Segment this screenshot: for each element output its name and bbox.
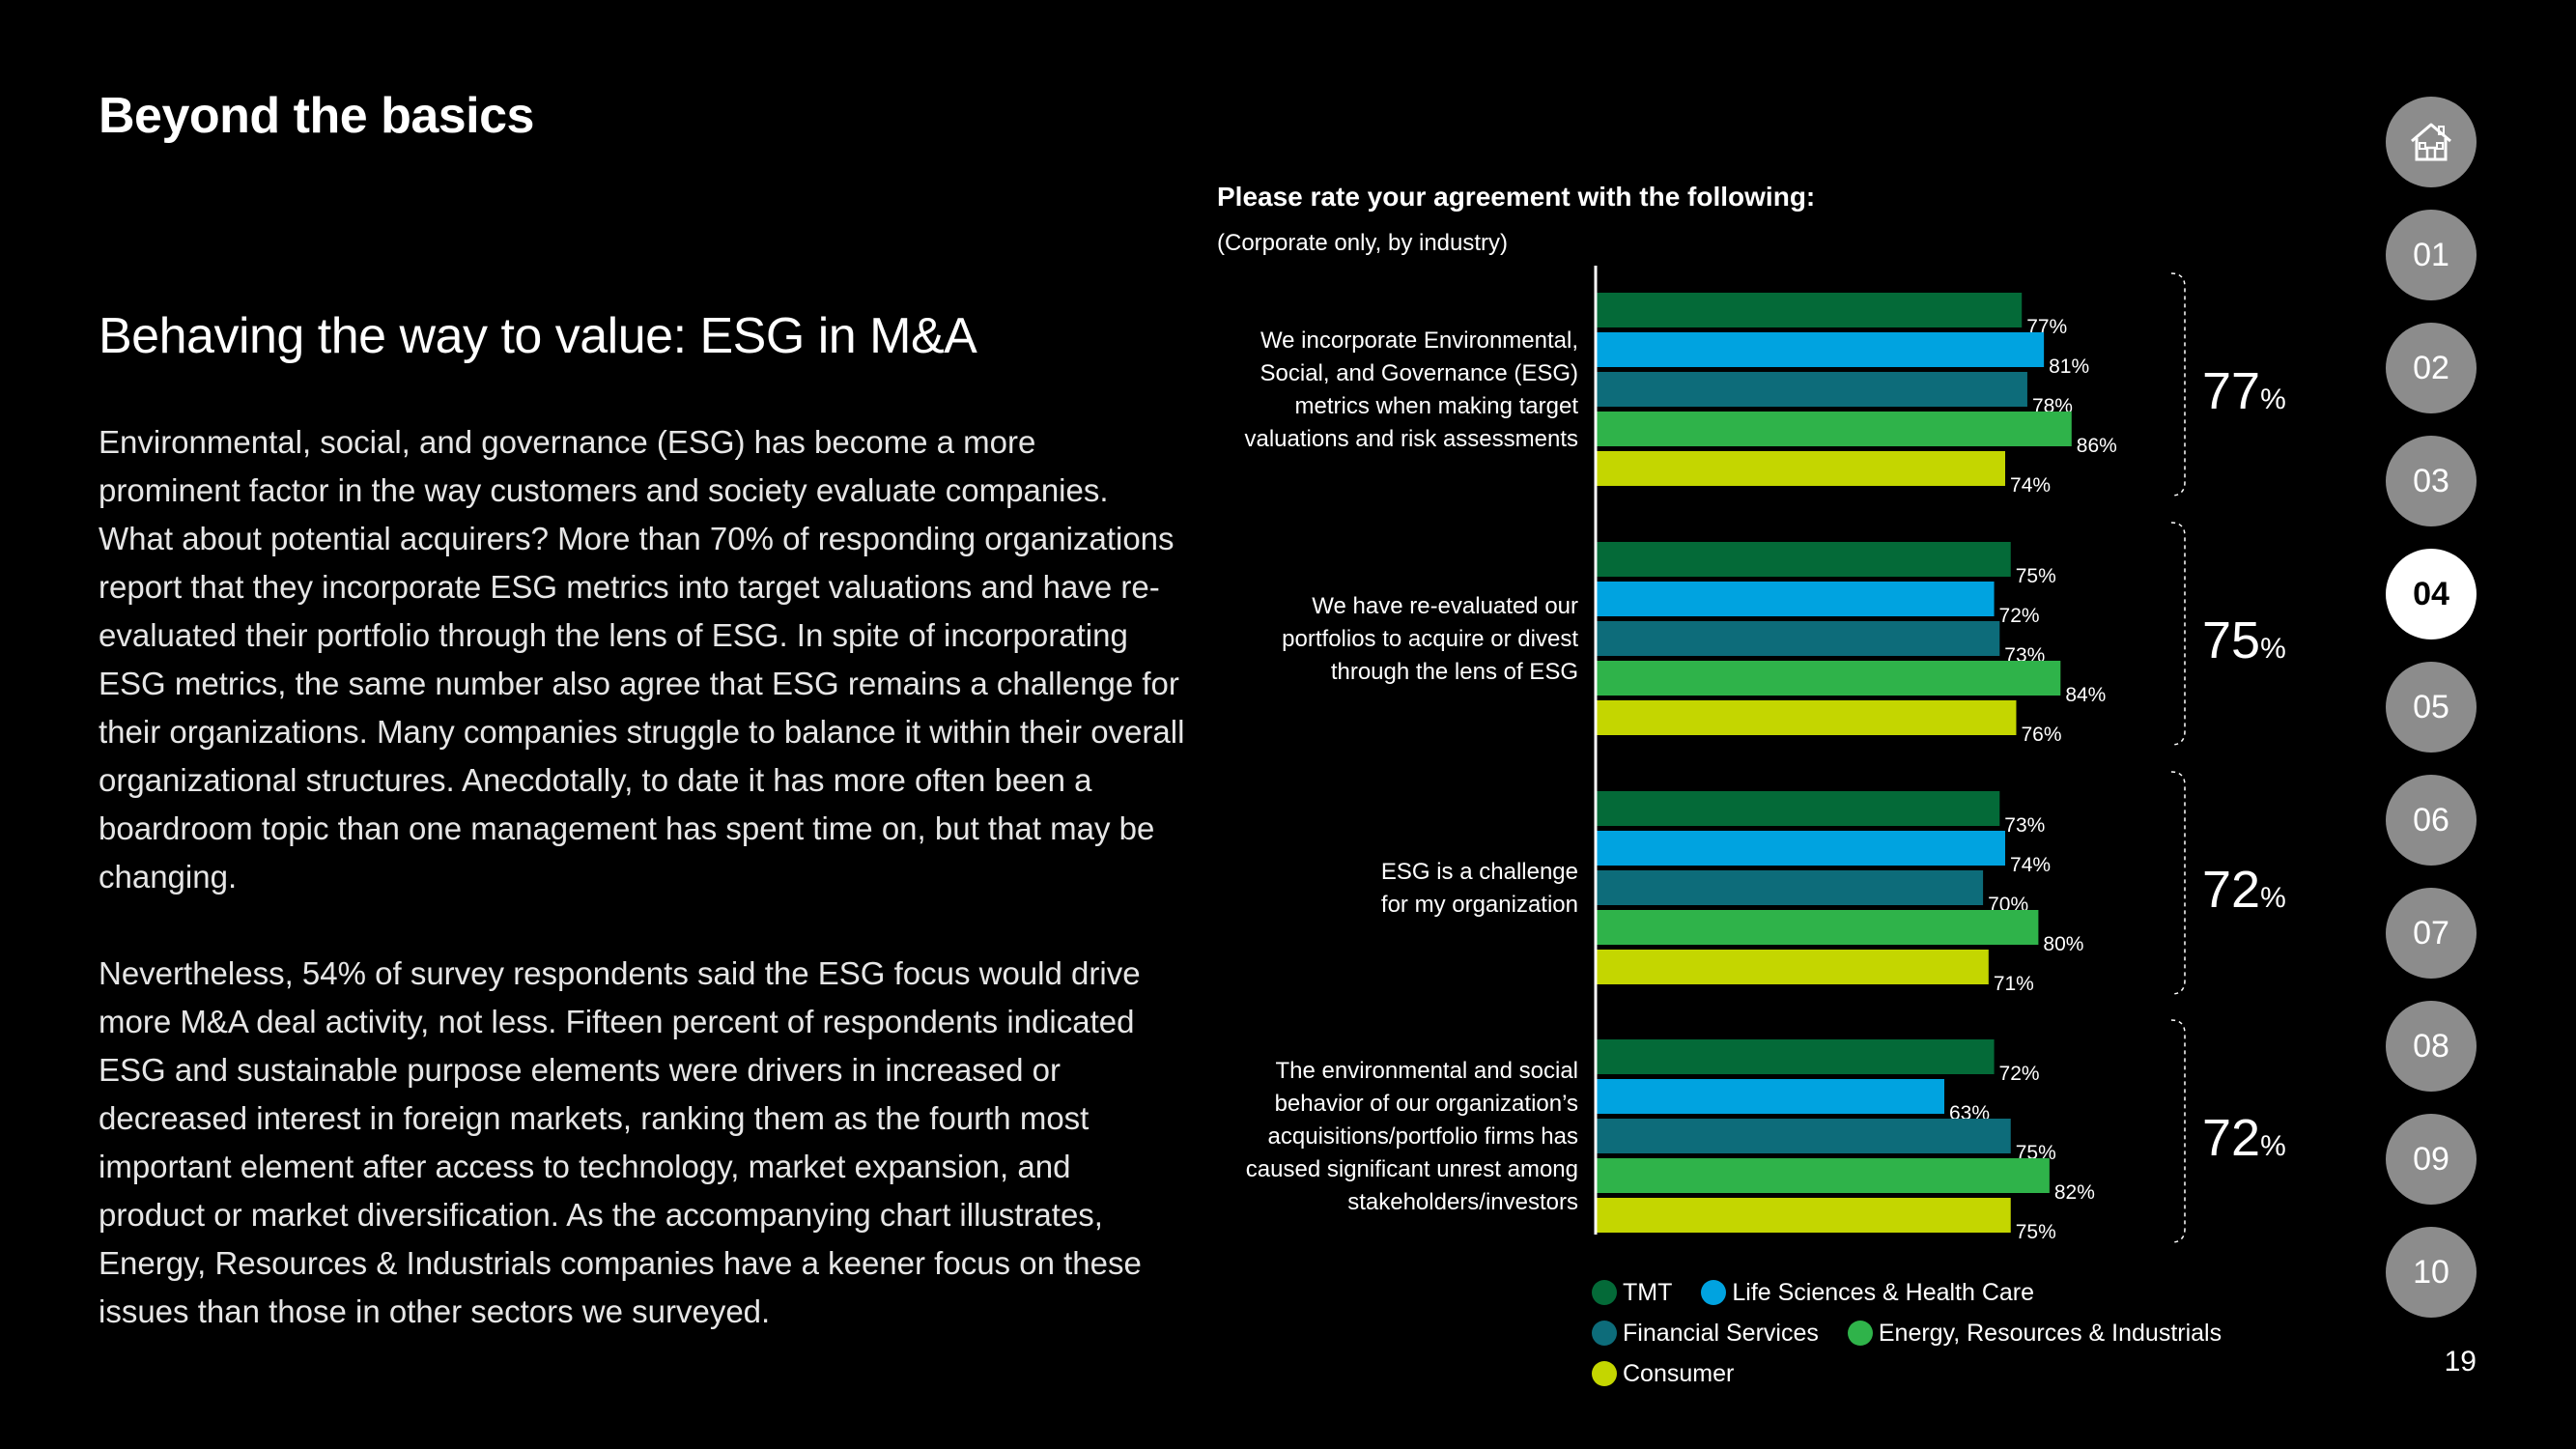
home-icon xyxy=(2411,123,2451,161)
legend-label: Consumer xyxy=(1623,1359,1735,1387)
section-heading: Behaving the way to value: ESG in M&A xyxy=(99,308,977,364)
nav-item-03[interactable]: 03 xyxy=(2386,436,2477,526)
chart-title: Please rate your agreement with the foll… xyxy=(1217,182,1816,212)
group-bracket xyxy=(2170,1019,2186,1243)
data-label: 73% xyxy=(2004,814,2045,837)
page-title: Beyond the basics xyxy=(99,88,534,144)
category-label: ESG is a challenge xyxy=(1381,859,1578,885)
category-label: caused significant unrest among xyxy=(1246,1156,1578,1182)
group-total-label: 77% xyxy=(2202,362,2286,420)
bar xyxy=(1596,910,2039,945)
bar xyxy=(1596,661,2061,696)
legend-dot-icon xyxy=(1592,1321,1617,1346)
bar xyxy=(1596,700,2017,735)
legend-dot-icon xyxy=(1592,1361,1617,1386)
nav-item-02[interactable]: 02 xyxy=(2386,323,2477,413)
bar xyxy=(1596,1158,2050,1193)
data-label: 75% xyxy=(2016,1221,2056,1243)
category-label: We have re-evaluated our xyxy=(1312,593,1578,619)
bar xyxy=(1596,1079,1944,1114)
legend-dot-icon xyxy=(1847,1321,1873,1346)
category-label: We incorporate Environmental, xyxy=(1260,327,1578,354)
chart-legend: TMT Life Sciences & Health Care Financia… xyxy=(1592,1277,2287,1389)
bar xyxy=(1596,791,2000,826)
bar xyxy=(1596,542,2011,577)
nav-item-07[interactable]: 07 xyxy=(2386,888,2477,979)
nav-item-05[interactable]: 05 xyxy=(2386,662,2477,753)
nav-item-04[interactable]: 04 xyxy=(2386,549,2477,639)
category-label: Social, and Governance (ESG) xyxy=(1260,360,1579,386)
bar xyxy=(1596,451,2006,486)
category-label: portfolios to acquire or divest xyxy=(1282,626,1578,652)
data-label: 76% xyxy=(2021,724,2061,746)
legend-item-financial-services: Financial Services xyxy=(1592,1318,1819,1349)
section-nav: 01 02 03 04 05 06 07 08 09 10 xyxy=(2386,97,2477,1340)
category-label: The environmental and social xyxy=(1275,1058,1578,1084)
paragraph-1: Environmental, social, and governance (E… xyxy=(99,424,1185,895)
group-total-label: 72% xyxy=(2202,861,2286,919)
legend-label: Energy, Resources & Industrials xyxy=(1878,1319,2222,1347)
nav-item-10[interactable]: 10 xyxy=(2386,1227,2477,1318)
category-label: through the lens of ESG xyxy=(1331,659,1578,685)
group-total-label: 72% xyxy=(2202,1109,2286,1167)
chart-subtitle: (Corporate only, by industry) xyxy=(1217,230,1509,256)
bar xyxy=(1596,372,2027,407)
data-label: 81% xyxy=(2049,355,2089,378)
data-label: 82% xyxy=(2054,1181,2095,1204)
data-label: 74% xyxy=(2010,854,2051,876)
data-label: 72% xyxy=(1999,1063,2040,1085)
category-label: metrics when making target xyxy=(1295,393,1579,419)
group-total-label: 75% xyxy=(2202,611,2286,669)
nav-item-01[interactable]: 01 xyxy=(2386,210,2477,300)
bar xyxy=(1596,950,1989,984)
data-label: 71% xyxy=(1994,973,2034,995)
category-label: for my organization xyxy=(1381,892,1578,918)
data-label: 75% xyxy=(2016,565,2056,587)
bar xyxy=(1596,831,2006,866)
legend-label: TMT xyxy=(1623,1278,1673,1306)
bar xyxy=(1596,621,2000,656)
data-label: 72% xyxy=(1999,605,2040,627)
group-bracket xyxy=(2170,771,2186,995)
data-label: 86% xyxy=(2077,435,2117,457)
data-label: 80% xyxy=(2043,933,2083,955)
group-bracket xyxy=(2170,522,2186,746)
bar xyxy=(1596,870,1984,905)
legend-item-tmt: TMT xyxy=(1592,1277,1672,1308)
nav-item-08[interactable]: 08 xyxy=(2386,1001,2477,1092)
legend-label: Financial Services xyxy=(1623,1319,1819,1347)
bar xyxy=(1596,412,2072,446)
page-number: 19 xyxy=(2444,1346,2477,1378)
nav-item-09[interactable]: 09 xyxy=(2386,1114,2477,1205)
bar xyxy=(1596,582,1995,616)
bar xyxy=(1596,293,2023,327)
group-bracket xyxy=(2170,272,2186,497)
bar xyxy=(1596,1039,1995,1074)
bar xyxy=(1596,1198,2011,1233)
data-label: 74% xyxy=(2010,474,2051,497)
bar xyxy=(1596,1119,2011,1153)
home-button[interactable] xyxy=(2386,97,2477,187)
legend-dot-icon xyxy=(1592,1280,1617,1305)
category-label: valuations and risk assessments xyxy=(1245,426,1579,452)
body-text: Environmental, social, and governance (E… xyxy=(99,418,1185,1384)
paragraph-2: Nevertheless, 54% of survey respondents … xyxy=(99,955,1142,1329)
legend-item-energy: Energy, Resources & Industrials xyxy=(1847,1318,2222,1349)
category-label: acquisitions/portfolio firms has xyxy=(1268,1123,1578,1150)
category-label: behavior of our organization’s xyxy=(1275,1091,1578,1117)
legend-dot-icon xyxy=(1701,1280,1727,1305)
category-label: stakeholders/investors xyxy=(1347,1189,1578,1215)
nav-item-06[interactable]: 06 xyxy=(2386,775,2477,866)
legend-item-consumer: Consumer xyxy=(1592,1358,1734,1389)
legend-item-life-sciences: Life Sciences & Health Care xyxy=(1701,1277,2034,1308)
legend-label: Life Sciences & Health Care xyxy=(1732,1278,2035,1306)
data-label: 84% xyxy=(2065,684,2106,706)
bar xyxy=(1596,332,2045,367)
